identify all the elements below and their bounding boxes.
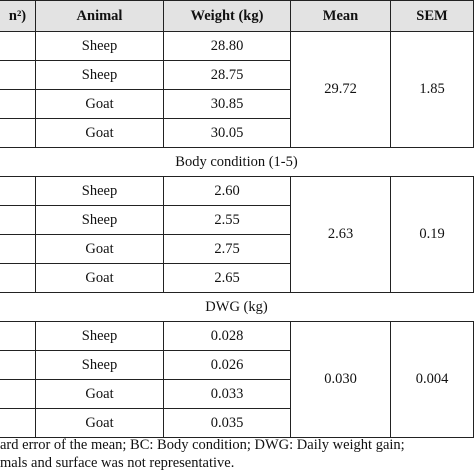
data-row: Goat 0.035 [0, 408, 474, 438]
animal-cell: Sheep [35, 350, 164, 380]
empty-cell [0, 118, 36, 148]
animal-cell: Goat [35, 118, 164, 148]
empty-cell [0, 263, 36, 293]
mean-cell: 2.63 [290, 176, 391, 293]
weight-cell: 2.65 [163, 263, 291, 293]
weight-cell: 0.033 [163, 379, 291, 409]
weight-cell: 28.75 [163, 60, 291, 90]
weight-cell: 0.035 [163, 408, 291, 438]
empty-cell [0, 176, 36, 206]
animal-cell: Sheep [35, 176, 164, 206]
data-row: Goat 30.85 [0, 89, 474, 119]
weight-cell: 30.05 [163, 118, 291, 148]
header-cell: SEM [390, 0, 474, 32]
weight-cell: 28.80 [163, 31, 291, 61]
animal-cell: Goat [35, 263, 164, 293]
sem-cell: 1.85 [390, 31, 474, 148]
weight-cell: 2.75 [163, 234, 291, 264]
header-cell: Weight (kg) [163, 0, 291, 32]
weight-cell: 30.85 [163, 89, 291, 119]
animal-cell: Sheep [35, 31, 164, 61]
mean-cell: 29.72 [290, 31, 391, 148]
animal-cell: Sheep [35, 60, 164, 90]
weight-cell: 2.55 [163, 205, 291, 235]
sem-cell: 0.19 [390, 176, 474, 293]
animal-cell: Sheep [35, 205, 164, 235]
weight-cell: 2.60 [163, 176, 291, 206]
section-row: Body condition (1-5) [0, 147, 474, 177]
data-table: n²) Animal Weight (kg) Mean SEM Sheep 28.80 29… [0, 0, 474, 438]
empty-cell [0, 350, 36, 380]
header-cell: Mean [290, 0, 391, 32]
section-label: DWG (kg) [0, 292, 474, 322]
empty-cell [0, 234, 36, 264]
sem-cell: 0.004 [390, 321, 474, 438]
data-row: Goat 2.65 [0, 263, 474, 293]
animal-cell: Goat [35, 89, 164, 119]
header-cell: Animal [35, 0, 164, 32]
weight-cell: 0.028 [163, 321, 291, 351]
footnote: mals and surface was not representative. [0, 455, 235, 471]
empty-cell [0, 408, 36, 438]
data-row: Sheep 2.60 2.63 0.19 [0, 176, 474, 293]
empty-cell [0, 89, 36, 119]
empty-cell [0, 31, 36, 61]
header-row: n²) Animal Weight (kg) Mean SEM [0, 0, 474, 32]
animal-cell: Goat [35, 408, 164, 438]
animal-cell: Goat [35, 379, 164, 409]
data-row: Sheep 28.80 29.72 1.85 [0, 31, 474, 148]
animal-cell: Sheep [35, 321, 164, 351]
weight-cell: 0.026 [163, 350, 291, 380]
animal-cell: Goat [35, 234, 164, 264]
section-row: DWG (kg) [0, 292, 474, 322]
empty-cell [0, 379, 36, 409]
data-row: Sheep 0.028 0.030 0.004 [0, 321, 474, 438]
empty-cell [0, 60, 36, 90]
empty-cell [0, 205, 36, 235]
header-cell: n²) [0, 0, 36, 32]
data-row: Goat 2.75 [0, 234, 474, 264]
footnote: ard error of the mean; BC: Body conditio… [0, 437, 405, 453]
empty-cell [0, 321, 36, 351]
mean-cell: 0.030 [290, 321, 391, 438]
section-label: Body condition (1-5) [0, 147, 474, 177]
